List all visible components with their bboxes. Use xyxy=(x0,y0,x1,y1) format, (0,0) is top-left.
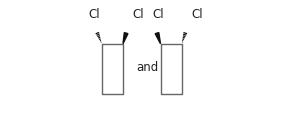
Text: Cl: Cl xyxy=(152,8,164,22)
Polygon shape xyxy=(155,32,160,44)
Polygon shape xyxy=(123,33,128,44)
Text: and: and xyxy=(136,61,158,74)
Text: Cl: Cl xyxy=(132,8,144,22)
Text: Cl: Cl xyxy=(88,8,100,22)
Text: Cl: Cl xyxy=(191,8,203,22)
